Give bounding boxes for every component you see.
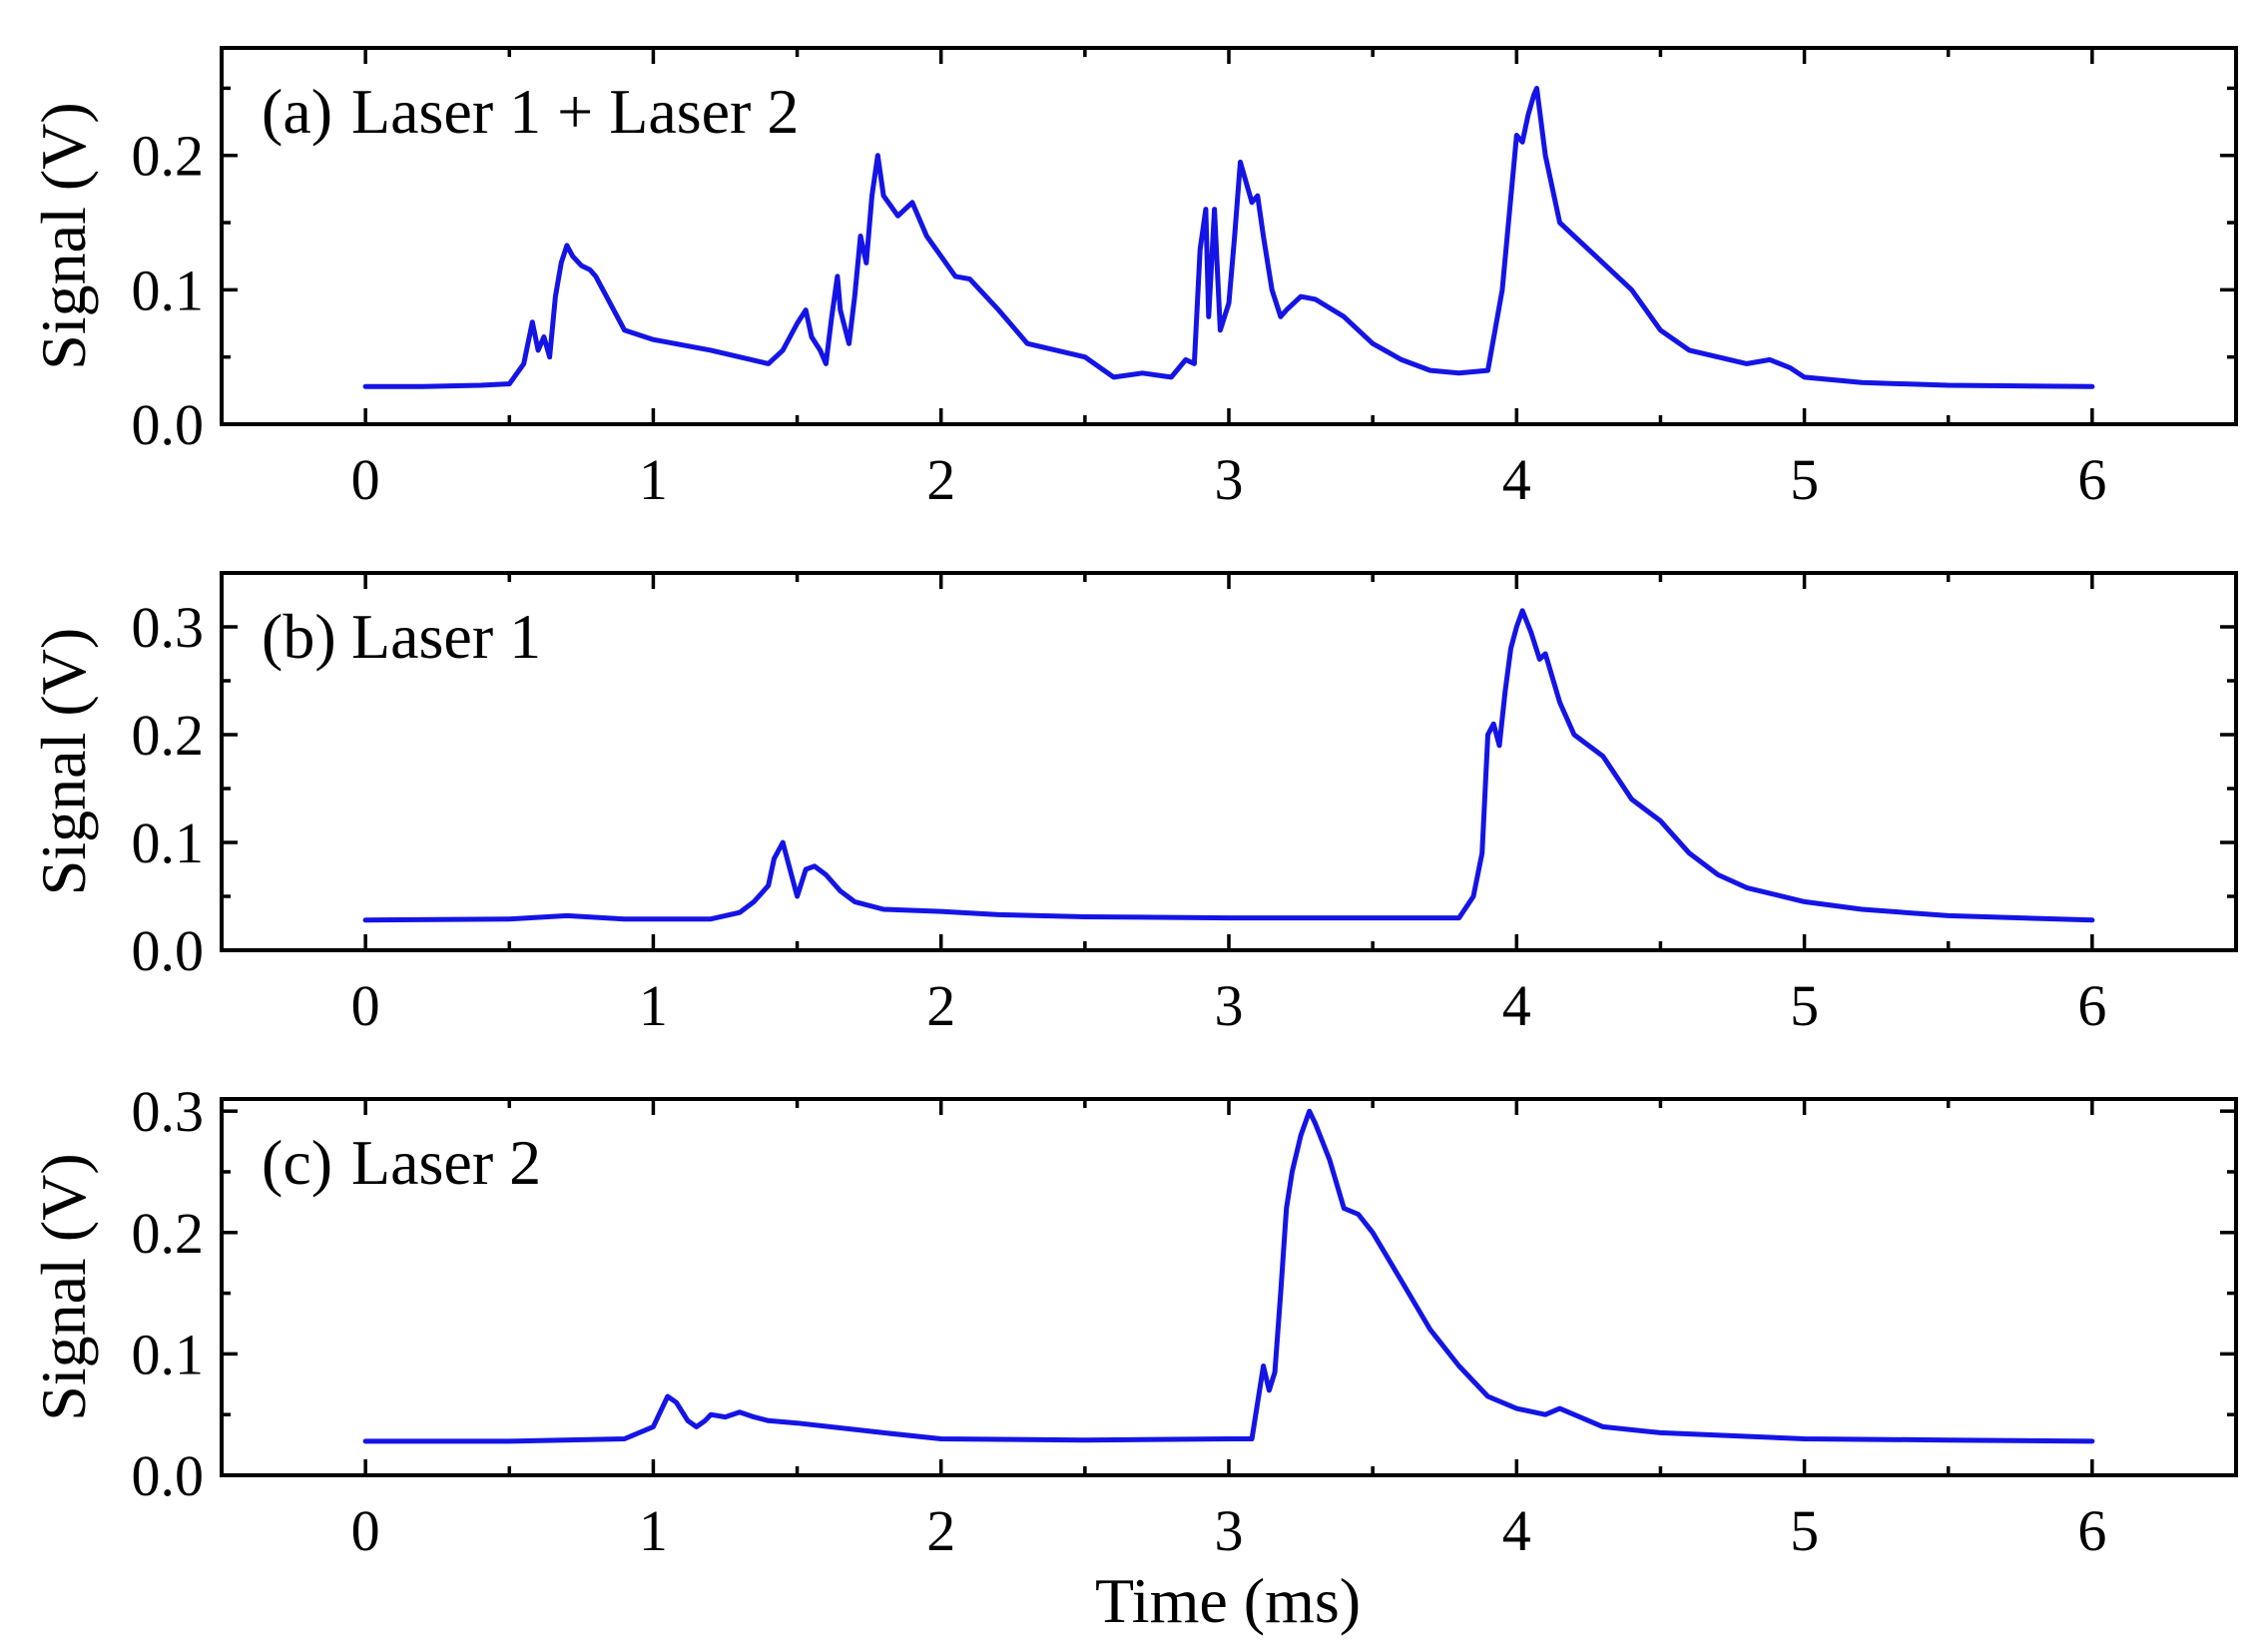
y-axis-title-a: Signal (V)	[28, 102, 99, 369]
panel-title-c: Laser 2	[351, 1127, 541, 1198]
x-tick-label-a: 4	[1502, 447, 1531, 512]
y-tick-label-c: 0.2	[132, 1201, 205, 1266]
y-tick-label-b: 0.0	[132, 918, 205, 983]
series-line-b	[362, 608, 2095, 923]
x-tick-label-b: 0	[351, 973, 380, 1038]
panel-label-a: (a)	[262, 76, 332, 147]
y-axis-title-b: Signal (V)	[28, 628, 99, 895]
y-tick-label-a: 0.0	[132, 392, 205, 457]
x-tick-label-b: 4	[1502, 973, 1531, 1038]
y-tick-label-a: 0.2	[132, 124, 205, 189]
panel-c: 0 1 2 3 4 5 6 0.0 0.1 0.2 0.3 Signal (V) (c) Laser 2	[28, 1079, 2238, 1563]
x-tick-label-a: 1	[639, 447, 668, 512]
x-tick-label-c: 3	[1215, 1498, 1244, 1563]
series-line-a	[362, 85, 2095, 389]
panel-title-b: Laser 1	[351, 601, 541, 672]
y-tick-label-c: 0.3	[132, 1079, 205, 1144]
x-axis-title: Time (ms)	[1095, 1565, 1361, 1636]
x-tick-label-a: 0	[351, 447, 380, 512]
x-tick-label-b: 2	[926, 973, 955, 1038]
x-tick-label-a: 6	[2077, 447, 2106, 512]
series-line-c	[362, 1108, 2095, 1444]
y-tick-label-b: 0.3	[132, 595, 205, 660]
x-tick-label-c: 2	[926, 1498, 955, 1563]
x-tick-label-c: 0	[351, 1498, 380, 1563]
x-tick-label-b: 5	[1790, 973, 1819, 1038]
x-tick-label-a: 3	[1215, 447, 1244, 512]
x-tick-label-c: 6	[2077, 1498, 2106, 1563]
x-tick-label-a: 5	[1790, 447, 1819, 512]
panel-label-c: (c)	[262, 1127, 332, 1198]
panel-a: 0 1 2 3 4 5 6 0.0 0.1 0.2 Signal (V) (a) Laser 1 + L…	[28, 46, 2238, 512]
x-tick-label-a: 2	[926, 447, 955, 512]
panel-label-b: (b)	[262, 601, 336, 672]
y-tick-label-a: 0.1	[132, 258, 205, 322]
x-tick-label-c: 5	[1790, 1498, 1819, 1563]
y-tick-label-c: 0.0	[132, 1443, 205, 1508]
y-tick-label-c: 0.1	[132, 1322, 205, 1386]
panel-title-a: Laser 1 + Laser 2	[351, 76, 799, 147]
x-tick-label-c: 4	[1502, 1498, 1531, 1563]
y-tick-label-b: 0.1	[132, 811, 205, 875]
y-tick-label-b: 0.2	[132, 703, 205, 768]
x-tick-label-b: 3	[1215, 973, 1244, 1038]
panel-b: 0 1 2 3 4 5 6 0.0 0.1 0.2 0.3 Signal (V) (b) Laser 1	[28, 571, 2238, 1038]
x-tick-label-b: 6	[2077, 973, 2106, 1038]
y-axis-title-c: Signal (V)	[28, 1153, 99, 1420]
x-tick-label-c: 1	[639, 1498, 668, 1563]
x-tick-label-b: 1	[639, 973, 668, 1038]
